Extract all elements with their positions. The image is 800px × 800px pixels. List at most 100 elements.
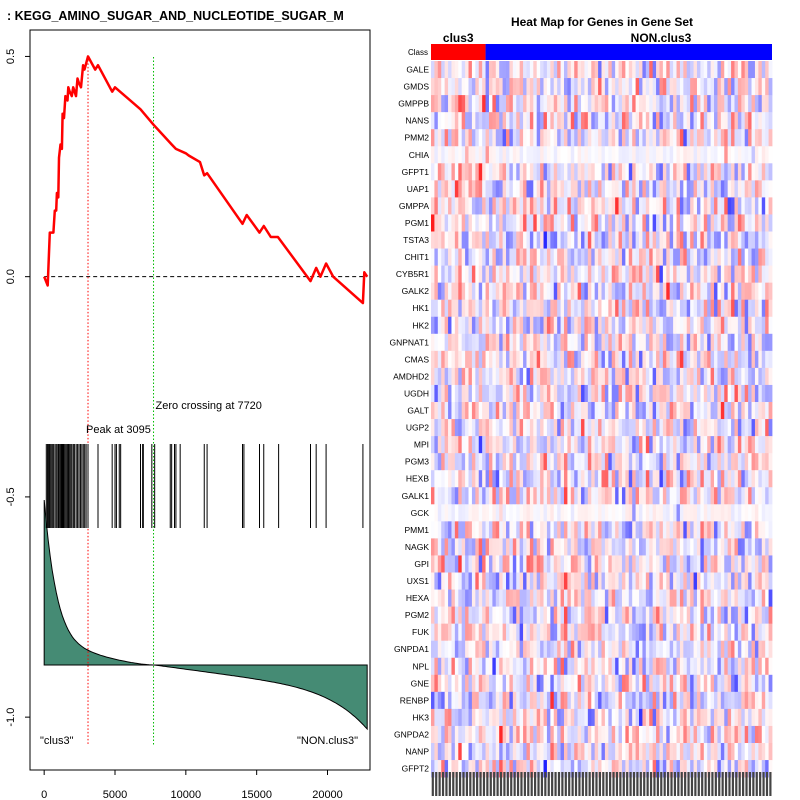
heatmap-cell (720, 487, 725, 505)
heatmap-cell (540, 623, 544, 642)
heatmap-cell (546, 623, 551, 642)
heatmap-cell (737, 436, 742, 454)
heatmap-cell (608, 436, 613, 454)
heatmap-cell (553, 725, 558, 744)
heatmap-cell (714, 282, 718, 301)
heatmap-cell (666, 214, 671, 232)
heatmap-cell (499, 725, 504, 744)
heatmap-cell (526, 248, 531, 266)
heatmap-cell (584, 657, 589, 676)
heatmap-cell (642, 248, 647, 266)
heatmap-cell (727, 436, 732, 454)
heatmap-cell (550, 129, 555, 147)
heatmap-cell (563, 282, 568, 301)
heatmap-cell (662, 316, 667, 335)
heatmap-cell (540, 589, 544, 607)
heatmap-cell (615, 436, 619, 454)
heatmap-cell (768, 487, 773, 505)
heatmap-cell (611, 316, 616, 335)
heatmap-cell (543, 743, 548, 761)
heatmap-cell (536, 248, 541, 266)
heatmap-cell (431, 402, 435, 420)
heatmap-cell (448, 521, 452, 539)
gene-hit-ticks (45, 444, 364, 528)
heatmap-cell (441, 470, 446, 488)
heatmap-cell (563, 572, 568, 590)
heatmap-cell (707, 470, 712, 488)
heatmap-cell (690, 589, 694, 607)
heatmap-cell (553, 197, 558, 215)
heatmap-cell (523, 282, 527, 301)
heatmap-cell (557, 538, 561, 556)
heatmap-cell (506, 453, 510, 471)
heatmap-cell (666, 504, 671, 522)
heatmap-cell (437, 725, 442, 744)
heatmap-cell (645, 743, 650, 761)
heatmap-cell (581, 95, 585, 113)
heatmap-cell (598, 504, 602, 522)
heatmap-cell (584, 674, 589, 693)
heatmap-cell (758, 725, 763, 744)
heatmap-cell (523, 265, 527, 284)
heatmap-cell (615, 623, 619, 642)
heatmap-cell (509, 61, 514, 79)
heatmap-cell (696, 112, 701, 130)
heatmap-cell (471, 180, 476, 198)
heatmap-cell (693, 129, 698, 147)
heatmap-cell (519, 265, 524, 284)
heatmap-cell (707, 436, 712, 454)
heatmap-cell (690, 282, 694, 301)
heatmap-cell (471, 555, 476, 573)
heatmap-cell (714, 197, 718, 215)
heatmap-cell (645, 572, 650, 590)
heatmap-cell (601, 538, 606, 556)
heatmap-cell (714, 504, 718, 522)
heatmap-cell (587, 521, 592, 539)
heatmap-cell (516, 95, 521, 113)
heatmap-cell (632, 606, 636, 625)
heatmap-cell (546, 350, 551, 369)
heatmap-cell (737, 572, 742, 590)
heatmap-cell (570, 316, 575, 335)
heatmap-cell (765, 384, 769, 403)
heatmap-cell (744, 589, 749, 607)
heatmap-cell (754, 163, 759, 181)
heatmap-cell (761, 657, 766, 676)
heatmap-cell (758, 743, 763, 761)
heatmap-cell (526, 95, 531, 113)
gene-label: GNPDA1 (394, 644, 429, 654)
heatmap-cell (492, 248, 497, 266)
heatmap-cell (621, 555, 626, 573)
heatmap-cell (499, 78, 504, 96)
sample-label-mark (602, 772, 605, 796)
sample-label-mark (489, 772, 492, 796)
heatmap-cell (686, 112, 691, 130)
heatmap-cell (536, 708, 541, 727)
heatmap-cell (700, 384, 705, 403)
heatmap-cell (441, 112, 446, 130)
heatmap-cell (625, 333, 630, 352)
heatmap-cell (666, 725, 671, 744)
gene-label: UGDH (404, 389, 429, 399)
heatmap-cell (676, 282, 681, 301)
heatmap-cell (751, 231, 756, 249)
heatmap-cell (567, 78, 572, 96)
heatmap-cell (639, 61, 643, 79)
heatmap-cell (676, 265, 681, 284)
heatmap-cell (717, 197, 722, 215)
heatmap-cell (451, 146, 456, 164)
heatmap-cell (727, 760, 732, 778)
heatmap-cell (482, 487, 486, 505)
heatmap-cell (642, 197, 647, 215)
heatmap-cell (652, 282, 657, 301)
sample-label-mark (431, 772, 434, 796)
heatmap-cell (621, 708, 626, 727)
heatmap-cell (652, 350, 657, 369)
heatmap-cell (451, 214, 456, 232)
heatmap-cell (710, 231, 715, 249)
heatmap-cell (659, 112, 664, 130)
heatmap-cell (488, 725, 493, 744)
heatmap-cell (499, 180, 504, 198)
heatmap-cell (683, 299, 688, 318)
heatmap-cell (662, 231, 667, 249)
